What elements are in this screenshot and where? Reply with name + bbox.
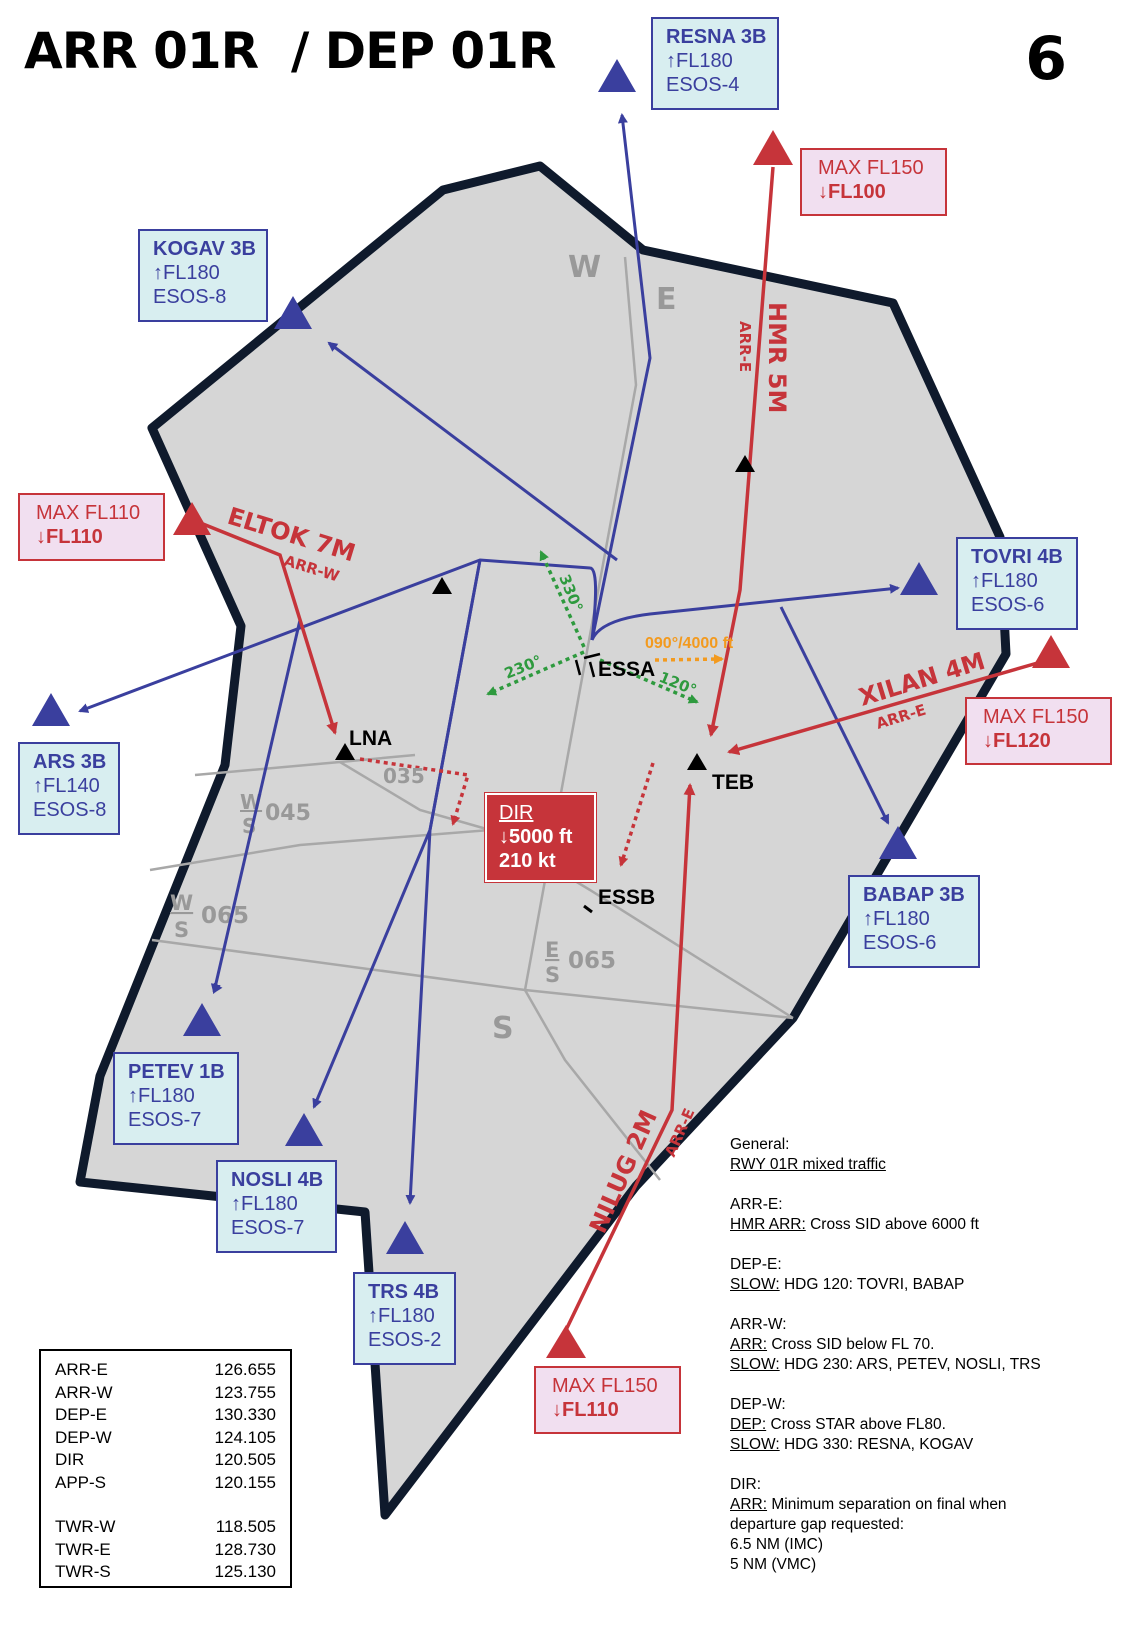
lna-radial-label: 035: [383, 764, 425, 788]
notes-panel: General: RWY 01R mixed traffic ARR-E: HM…: [730, 1136, 1041, 1573]
sid-trs: [405, 559, 482, 1205]
freq-row: DEP-W 124.105: [55, 1427, 276, 1447]
ars-exit-icon: [32, 693, 70, 726]
freq-row: APP-S 120.155: [55, 1472, 276, 1492]
frequency-table: ARR-E 126.655 ARR-W 123.755 DEP-E 130.330 D…: [39, 1349, 292, 1588]
nilug-entry-icon: [546, 1325, 586, 1358]
svg-text:S: S: [174, 918, 189, 942]
freq-row: ARR-E 126.655: [55, 1360, 276, 1379]
sid-box-tovri: TOVRI 4B ↑FL180 ESOS-6: [956, 537, 1078, 630]
sector-s-label: S: [492, 1011, 514, 1046]
petev-exit-icon: [183, 1003, 221, 1036]
sid-box-nosli: NOSLI 4B ↑FL180 ESOS-7: [216, 1160, 337, 1253]
hmr-star-name: HMR 5M: [763, 302, 791, 413]
heading-vectors: [359, 550, 724, 867]
eltok-entry-icon: [173, 502, 211, 535]
heading-330-vector: [539, 550, 586, 648]
sid-tovri: [590, 583, 900, 641]
sid-box-petev: PETEV 1B ↑FL180 ESOS-7: [113, 1052, 239, 1145]
nosli-exit-icon: [285, 1113, 323, 1146]
freq-row: TWR-W 118.505: [55, 1517, 276, 1536]
star-hmr: [707, 166, 775, 737]
sector-e-label: E: [656, 282, 677, 317]
lna-label: LNA: [349, 727, 392, 750]
sid-petev-path: [210, 619, 302, 994]
teb-label: TEB: [712, 771, 754, 794]
svg-text:065: 065: [568, 948, 616, 974]
sid-resna: [590, 113, 652, 641]
essb-dir-vector: [618, 762, 655, 867]
sid-box-trs: TRS 4B ↑FL180 ESOS-2: [353, 1272, 456, 1365]
sector-split-es-065: E S 065: [545, 938, 616, 987]
sid-box-kogav: KOGAV 3B ↑FL180 ESOS-8: [138, 229, 268, 322]
star-box-eltok: MAX FL110 ↓FL110: [18, 493, 165, 561]
freq-row: DIR 120.505: [55, 1450, 276, 1469]
svg-text:045: 045: [265, 801, 311, 826]
sid-babap: [779, 606, 890, 825]
essa-runways: [574, 652, 601, 678]
hmr-entry-icon: [753, 130, 793, 165]
wp-west-icon: [432, 577, 452, 594]
page-number: 6: [1025, 24, 1067, 94]
sid-routes: [78, 113, 900, 1205]
teb-fix-icon: [687, 753, 707, 770]
sector-w-label: W: [568, 250, 601, 285]
star-routes: [202, 166, 1049, 1331]
essb-runway: [583, 904, 593, 914]
star-entry-triangles: [173, 130, 1070, 1358]
dir-box: DIR ↓5000 ft 210 kt: [485, 793, 596, 882]
svg-text:W: W: [170, 891, 193, 915]
heading-120-vector: [599, 658, 699, 704]
sid-kogav: [327, 341, 618, 562]
freq-row: ARR-W 123.755: [55, 1382, 276, 1402]
star-eltok: [202, 522, 338, 735]
resna-exit-icon: [598, 59, 636, 92]
svg-text:065: 065: [201, 903, 249, 929]
star-nilug: [564, 783, 696, 1331]
sid-box-resna: RESNA 3B ↑FL180 ESOS-4: [651, 17, 779, 110]
freq-row: DEP-E 130.330: [55, 1405, 276, 1424]
kogav-exit-icon: [274, 296, 312, 329]
sid-ars: [78, 558, 598, 713]
svg-text:E: E: [545, 938, 559, 962]
sid-box-babap: BABAP 3B ↑FL180 ESOS-6: [848, 875, 980, 968]
star-xilan: [727, 658, 1049, 755]
page-title: ARR 01R / DEP 01R: [24, 22, 556, 80]
star-box-hmr: MAX FL150 ↓FL100: [800, 148, 947, 216]
sid-box-ars: ARS 3B ↑FL140 ESOS-8: [18, 742, 120, 835]
freq-row: TWR-E 128.730: [55, 1539, 276, 1559]
star-box-nilug: MAX FL150 ↓FL110: [534, 1366, 681, 1434]
babap-exit-icon: [879, 826, 917, 859]
essb-label: ESSB: [598, 886, 655, 909]
hmr-star-sector: ARR-E: [736, 321, 754, 372]
wp-north-icon: [735, 455, 755, 472]
sector-split-ws-065: W S 065: [170, 891, 249, 942]
tovri-exit-icon: [900, 562, 938, 595]
fix-triangles: [335, 455, 755, 770]
trs-exit-icon: [386, 1221, 424, 1254]
essa-label: ESSA: [598, 658, 655, 681]
heading-230-vector: [486, 650, 585, 696]
svg-text:S: S: [545, 963, 560, 987]
freq-row: TWR-S 125.130: [55, 1562, 276, 1581]
lna-fix-icon: [335, 743, 355, 760]
star-box-xilan: MAX FL150 ↓FL120: [965, 697, 1112, 765]
sid-exit-triangles: [32, 59, 938, 1254]
xilan-entry-icon: [1032, 635, 1070, 668]
heading-090-vector: [654, 654, 724, 665]
heading-090-label: 090°/4000 ft: [645, 635, 734, 652]
